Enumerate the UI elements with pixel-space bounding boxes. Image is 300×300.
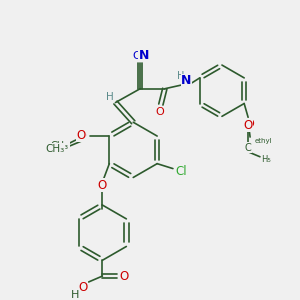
Text: C: C: [245, 143, 251, 153]
Text: Cl: Cl: [175, 165, 187, 178]
Text: O: O: [78, 281, 87, 294]
Text: O: O: [98, 179, 107, 192]
Text: O: O: [246, 119, 254, 129]
Text: ethyl: ethyl: [255, 138, 273, 144]
Text: H₅: H₅: [261, 155, 271, 164]
Text: N: N: [139, 49, 149, 62]
Text: O: O: [155, 107, 164, 117]
Text: N: N: [181, 74, 192, 87]
Text: H: H: [106, 92, 113, 102]
Text: H: H: [70, 290, 79, 300]
Text: O: O: [244, 119, 253, 132]
Text: O: O: [76, 129, 86, 142]
Text: O: O: [77, 131, 86, 141]
Text: C: C: [132, 51, 140, 61]
Text: CH₃: CH₃: [46, 144, 65, 154]
Text: H: H: [177, 71, 184, 81]
Text: CH₃: CH₃: [51, 141, 69, 151]
Text: O: O: [119, 270, 129, 283]
